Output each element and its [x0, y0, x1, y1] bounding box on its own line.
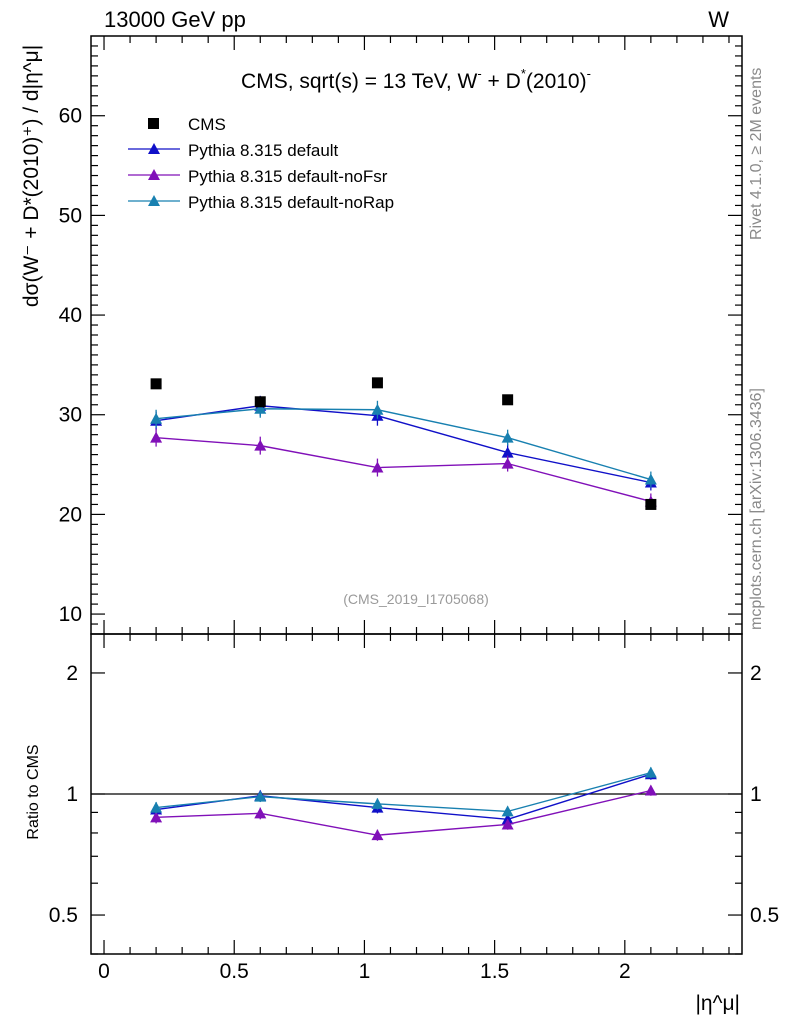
- pythia-8-315-default-nofsr-point: [501, 457, 514, 469]
- pythia-8-315-default-line: [156, 405, 652, 484]
- ratio-pythia-8-315-default-norap-point: [501, 805, 514, 817]
- y-tick-label: 60: [59, 105, 82, 128]
- legend-cms-label: CMS: [188, 115, 226, 134]
- ratio-pythia-8-315-default-norap-point: [371, 797, 384, 809]
- legend-default-label: Pythia 8.315 default: [188, 141, 339, 160]
- ratio-pythia-8-315-default-norap-point: [644, 766, 657, 778]
- x-tick-label: 2: [619, 960, 631, 983]
- pythia-8-315-default-norap-point: [254, 402, 267, 414]
- legend-default-marker: [148, 143, 160, 154]
- y-tick-label: 50: [59, 204, 82, 227]
- mcplots-text: mcplots.cern.ch [arXiv:1306.3436]: [748, 388, 765, 630]
- ratio-y-tick-label: 1: [66, 783, 78, 806]
- ratio-pythia-8-315-default-line: [156, 773, 652, 821]
- cms-data-point: [645, 498, 657, 510]
- ratio-y-tick-label-right: 1: [750, 783, 762, 806]
- ratio-pythia-8-315-default-norap-point: [254, 790, 267, 802]
- ratio-y-tick-label: 0.5: [49, 904, 78, 927]
- x-tick-label: 1: [359, 960, 371, 983]
- ratio-y-axis-label: Ratio to CMS: [25, 744, 42, 839]
- pythia-8-315-default-norap-line: [156, 408, 652, 481]
- ratio-pythia-8-315-default-nofsr-point: [371, 829, 384, 841]
- y-tick-label: 40: [59, 304, 82, 327]
- header-right: W: [708, 7, 729, 32]
- ratio-pythia-8-315-default-nofsr-point: [150, 811, 163, 823]
- pythia-8-315-default-nofsr-point: [371, 461, 384, 473]
- header-left: 13000 GeV pp: [104, 7, 246, 32]
- y-tick-label: 30: [59, 404, 82, 427]
- pythia-8-315-default-norap-point: [371, 403, 384, 415]
- analysis-watermark: (CMS_2019_I1705068): [343, 591, 489, 607]
- x-tick-label: 0: [98, 960, 110, 983]
- chart-title: CMS, sqrt(s) = 13 TeV, W- + D*(2010)-: [241, 66, 591, 93]
- pythia-8-315-default-norap-point: [150, 412, 163, 424]
- rivet-version-text: Rivet 4.1.0, ≥ 2M events: [748, 68, 765, 240]
- ratio-pythia-8-315-default-nofsr-point: [501, 818, 514, 830]
- pythia-8-315-default-nofsr-point: [254, 439, 267, 451]
- legend-cms-marker: [148, 118, 159, 129]
- ratio-pythia-8-315-default-nofsr-point: [644, 784, 657, 796]
- pythia-8-315-default-point: [501, 446, 514, 458]
- ratio-pythia-8-315-default-norap-line: [156, 771, 652, 813]
- pythia-8-315-default-norap-point: [644, 473, 657, 485]
- ratio-pythia-8-315-default-nofsr-point: [254, 807, 267, 819]
- y-tick-label: 20: [59, 503, 82, 526]
- legend-norap-marker: [148, 195, 160, 206]
- ratio-y-tick-label: 2: [66, 662, 78, 685]
- pythia-8-315-default-norap-point: [501, 431, 514, 443]
- cms-data-point: [371, 377, 383, 389]
- x-tick-label: 0.5: [220, 960, 249, 983]
- x-axis-label: |η^μ|: [695, 992, 740, 1015]
- y-axis-label: dσ(W⁻ + D*(2010)⁺) / d|η^μ|: [20, 45, 43, 307]
- y-tick-label: 10: [59, 603, 82, 626]
- pythia-8-315-default-nofsr-point: [150, 431, 163, 443]
- legend-nofsr-marker: [148, 169, 160, 180]
- pythia-8-315-default-nofsr-line: [156, 436, 652, 503]
- legend: CMS Pythia 8.315 default Pythia 8.315 de…: [128, 115, 394, 212]
- legend-nofsr-label: Pythia 8.315 default-noFsr: [188, 167, 388, 186]
- legend-norap-label: Pythia 8.315 default-noRap: [188, 193, 394, 212]
- ratio-pythia-8-315-default-norap-point: [150, 801, 163, 813]
- ratio-y-tick-label-right: 0.5: [750, 904, 779, 927]
- cms-data-point: [150, 378, 162, 390]
- x-tick-label: 1.5: [480, 960, 509, 983]
- cms-data-point: [254, 396, 266, 408]
- ratio-y-tick-label-right: 2: [750, 662, 762, 685]
- cms-data-point: [502, 394, 514, 406]
